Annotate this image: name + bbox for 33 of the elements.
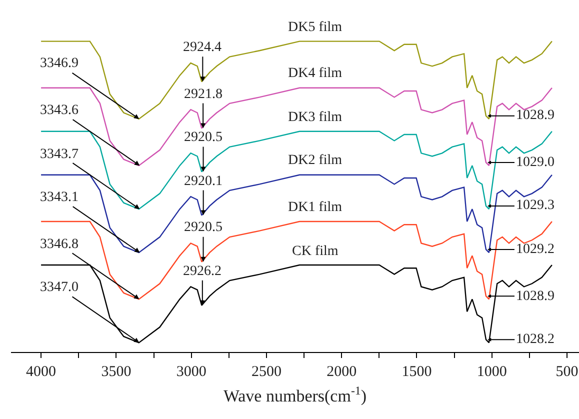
annotation: 2924.4: [183, 40, 222, 55]
x-tick-label: 500: [556, 364, 578, 380]
x-tick-label: 3000: [176, 364, 206, 380]
annotation: 3343.1: [40, 190, 78, 205]
annotation: 2921.8: [184, 87, 222, 102]
annotation: 1028.2: [516, 332, 554, 347]
series-label: DK1 film: [288, 200, 342, 215]
annotation: 1029.3: [516, 198, 554, 213]
annotation: 3343.6: [40, 103, 78, 118]
annotation: 2920.5: [184, 130, 222, 145]
series-label: DK2 film: [288, 153, 342, 168]
series-label: DK4 film: [288, 66, 342, 81]
annotation: 2926.2: [183, 264, 222, 279]
annotation: 1028.9: [516, 108, 554, 123]
annotation: 3346.9: [40, 56, 78, 71]
series-label: DK5 film: [288, 20, 342, 35]
annotation: 3346.8: [40, 237, 78, 252]
annotation: 2920.5: [184, 220, 222, 235]
x-tick-label: 4000: [26, 364, 56, 380]
annotation: 3347.0: [40, 280, 78, 295]
annotation: 1029.2: [516, 242, 554, 257]
x-tick-label: 1500: [402, 364, 432, 380]
annotation: 1028.9: [516, 289, 554, 304]
annotation: 1029.0: [516, 155, 554, 170]
x-tick-label: 2500: [251, 364, 282, 380]
x-tick-label: 3500: [101, 364, 132, 380]
annotation: 3343.7: [40, 147, 78, 162]
x-tick-label: 2000: [326, 364, 357, 380]
series-label: DK3 film: [288, 110, 342, 125]
x-axis-title: Wave numbers(cm$^{-1}$): [223, 383, 367, 406]
series-label: CK film: [292, 244, 338, 259]
annotation: 2920.1: [184, 174, 222, 189]
x-tick-label: 1000: [476, 364, 507, 380]
